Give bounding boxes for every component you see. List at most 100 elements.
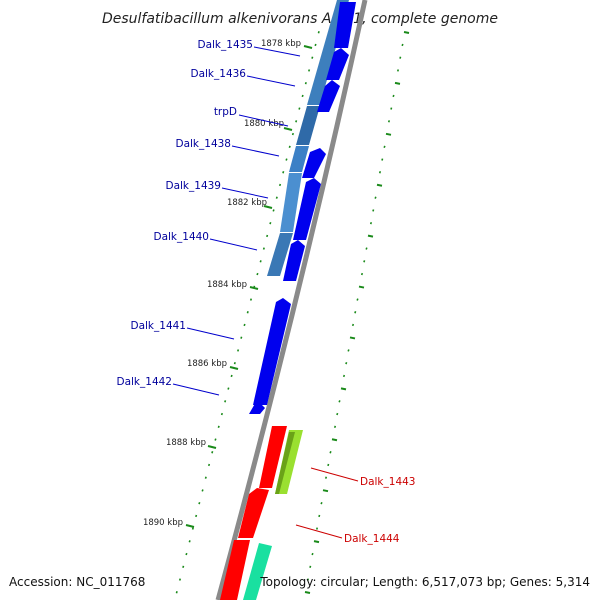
cds-forward <box>317 80 340 112</box>
forward-gene-labels: Dalk_1435 Dalk_1436 trpD Dalk_1438 Dalk_… <box>117 39 301 396</box>
gene-leader-line <box>295 524 343 539</box>
gene-leader-line <box>231 145 280 157</box>
tick-dot <box>220 412 223 416</box>
gene-label: Dalk_1435 <box>198 39 254 51</box>
tick-dot <box>345 361 348 365</box>
kbp-label: 1882 kbp <box>227 198 267 208</box>
cds-reverse <box>220 540 250 600</box>
tick-dot <box>383 145 386 148</box>
tick-dot <box>347 349 350 352</box>
tick-dot <box>285 158 288 161</box>
feature-track-green <box>275 430 303 494</box>
tick-dot <box>356 298 359 301</box>
tick-dot <box>246 311 249 314</box>
gene-leader-line <box>253 46 301 57</box>
kbp-label: 1880 kbp <box>244 119 284 129</box>
tick-dot <box>311 552 314 556</box>
gene-leader-line <box>238 114 289 127</box>
accession-text: Accession: NC_011768 <box>9 575 145 589</box>
major-tick-dot <box>358 285 365 289</box>
tick-dot <box>256 272 259 276</box>
kbp-tick <box>185 524 195 528</box>
tick-dot <box>365 247 368 250</box>
tick-dot <box>351 323 355 327</box>
tick-dot <box>230 374 233 378</box>
tick-dot <box>237 349 240 352</box>
tick-dot <box>243 323 246 327</box>
inner-tick-marks <box>175 31 320 594</box>
tick-dot <box>201 489 204 492</box>
tick-dot <box>363 260 366 263</box>
tick-dot <box>278 183 282 187</box>
kbp-label: 1884 kbp <box>207 280 247 290</box>
feature-track-teal <box>243 543 272 600</box>
tick-dot <box>342 374 346 378</box>
tick-dot <box>185 552 188 556</box>
tick-dot <box>198 501 201 505</box>
tick-dot <box>318 514 321 518</box>
tick-dot <box>315 527 319 530</box>
tick-dot <box>324 476 328 479</box>
tick-dot <box>288 145 291 148</box>
tick-dot <box>195 514 198 518</box>
tick-dot <box>314 43 317 47</box>
feature-block <box>275 432 295 494</box>
cds-reverse <box>238 488 269 538</box>
kbp-label: 1878 kbp <box>261 39 301 49</box>
tick-dot <box>374 196 377 199</box>
tick-dot <box>304 81 307 85</box>
tick-dot <box>329 451 332 454</box>
tick-dot <box>227 387 230 390</box>
kbp-label: 1890 kbp <box>143 518 183 528</box>
tick-dot <box>301 94 304 98</box>
tick-dot <box>390 107 393 110</box>
tick-dot <box>308 69 311 72</box>
tick-dot <box>354 311 357 314</box>
major-tick-dot <box>376 183 383 187</box>
tick-dot <box>338 400 341 403</box>
cds-forward-track <box>249 2 356 414</box>
tick-dot <box>233 361 236 365</box>
tick-dot <box>182 565 185 568</box>
cds-forward <box>326 48 349 80</box>
gene-label: Dalk_1436 <box>191 68 247 80</box>
gene-leader-line <box>209 238 258 251</box>
gene-label: Dalk_1444 <box>344 533 400 545</box>
tick-dot <box>291 132 294 136</box>
feature-block <box>267 233 293 276</box>
gene-label: Dalk_1441 <box>131 320 187 332</box>
tick-dot <box>369 221 373 225</box>
major-tick-dot <box>403 31 410 34</box>
kbp-tick <box>263 205 273 209</box>
cds-forward <box>283 240 305 281</box>
tick-dot <box>240 336 243 339</box>
tick-dot <box>275 196 278 199</box>
gene-label: Dalk_1438 <box>176 138 232 150</box>
tick-dot <box>262 247 265 250</box>
tick-dot <box>207 463 211 467</box>
tick-dot <box>298 107 301 110</box>
tick-dot <box>336 412 339 416</box>
major-tick-dot <box>322 489 329 493</box>
kbp-tick <box>229 366 239 370</box>
tick-dot <box>392 94 395 98</box>
kbp-labels: 1878 kbp 1880 kbp 1882 kbp 1884 kbp 1886… <box>143 39 301 528</box>
gene-leader-line <box>221 187 269 199</box>
tick-dot <box>259 260 262 263</box>
tick-dot <box>311 56 314 59</box>
gene-leader-line <box>310 467 359 482</box>
tick-dot <box>224 400 227 403</box>
tick-dot <box>211 451 214 454</box>
kbp-tick <box>249 286 259 290</box>
major-tick-dot <box>331 438 338 442</box>
outer-tick-marks <box>304 31 410 594</box>
cds-forward <box>293 178 321 240</box>
cds-reverse-track <box>220 426 287 600</box>
tick-dot <box>306 578 310 581</box>
gene-leader-line <box>246 75 296 87</box>
tick-dot <box>253 285 256 288</box>
map-title: Desulfatibacillum alkenivorans AK-01, co… <box>102 11 498 27</box>
tick-dot <box>217 425 220 428</box>
genome-backbone <box>215 0 368 600</box>
tick-dot <box>269 221 272 225</box>
